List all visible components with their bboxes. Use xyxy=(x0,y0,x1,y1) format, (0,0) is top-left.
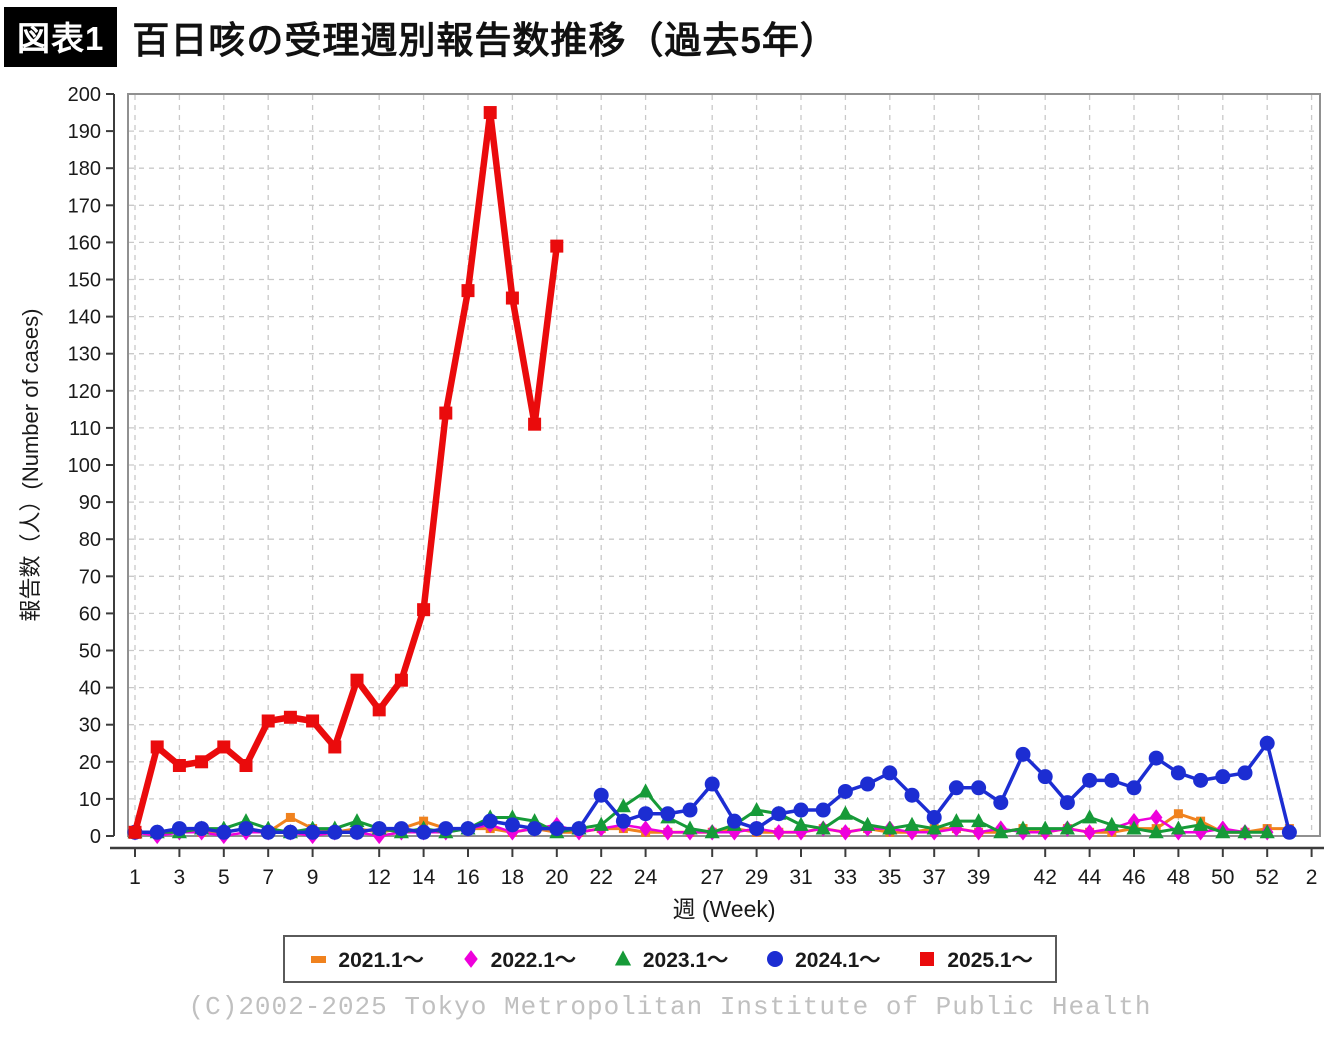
legend-label: 2021.1～ xyxy=(338,949,424,972)
x-tick-label: 24 xyxy=(634,866,658,889)
y-tick-label: 180 xyxy=(68,158,101,180)
legend-label: 2025.1～ xyxy=(947,949,1033,972)
axes: 0102030405060708090100110120130140150160… xyxy=(18,84,1324,922)
x-tick-label: 42 xyxy=(1034,866,1057,889)
y-tick-label: 30 xyxy=(79,715,101,737)
y-tick-label: 50 xyxy=(79,641,101,663)
legend-item-2023: 2023.1～ xyxy=(612,944,728,974)
legend-item-2025: 2025.1～ xyxy=(916,944,1033,974)
x-tick-label: 14 xyxy=(412,866,436,889)
x-tick-label: 3 xyxy=(174,866,186,889)
figure-label: 図表1 xyxy=(4,7,118,67)
y-tick-label: 200 xyxy=(68,84,101,106)
x-tick-label: 33 xyxy=(834,866,857,889)
y-tick-label: 0 xyxy=(90,826,101,848)
x-tick-label: 50 xyxy=(1211,866,1234,889)
x-tick-label: 22 xyxy=(590,866,613,889)
y-tick-label: 60 xyxy=(79,603,101,625)
y-tick-label: 20 xyxy=(79,752,101,774)
y-tick-label: 80 xyxy=(79,529,101,551)
legend-item-2024: 2024.1～ xyxy=(764,944,880,974)
x-tick-label: 5 xyxy=(218,866,230,889)
legend-item-2022: 2022.1～ xyxy=(460,944,576,974)
y-tick-label: 110 xyxy=(69,418,101,440)
y-tick-label: 130 xyxy=(68,344,101,366)
gridlines xyxy=(129,95,1319,835)
x-tick-label: 27 xyxy=(701,866,724,889)
x-tick-label: 29 xyxy=(745,866,768,889)
legend-marker-icon xyxy=(311,956,327,963)
y-tick-label: 100 xyxy=(68,455,101,477)
series-2025 xyxy=(128,106,564,839)
x-tick-label: 12 xyxy=(368,866,391,889)
y-tick-label: 10 xyxy=(79,789,101,811)
x-tick-label: 44 xyxy=(1078,866,1102,889)
y-tick-label: 140 xyxy=(68,307,101,329)
x-tick-label: 31 xyxy=(789,866,812,889)
y-tick-label: 120 xyxy=(68,381,101,403)
x-tick-label: 37 xyxy=(923,866,946,889)
copyright-text: (C)2002-2025 Tokyo Metropolitan Institut… xyxy=(188,992,1152,1022)
y-tick-label: 90 xyxy=(79,492,101,514)
legend-label: 2024.1～ xyxy=(795,949,881,972)
y-tick-label: 160 xyxy=(68,232,101,254)
legend-marker-icon xyxy=(614,950,631,966)
x-tick-label: 20 xyxy=(545,866,568,889)
y-tick-label: 190 xyxy=(68,121,101,143)
y-tick-label: 70 xyxy=(79,566,101,588)
x-tick-label: 46 xyxy=(1122,866,1145,889)
legend-marker-icon xyxy=(767,951,784,967)
y-tick-label: 170 xyxy=(68,195,101,217)
x-tick-label: 1 xyxy=(129,866,141,889)
x-tick-label: 48 xyxy=(1167,866,1190,889)
x-tick-label: 2 xyxy=(1306,866,1318,889)
x-tick-label: 9 xyxy=(307,866,319,889)
chart-area: 0 10 20 30 40 50 60 70 80 90 100 110 120 130 140 150 160… xyxy=(0,66,1340,1022)
page-title: 百日咳の受理週別報告数推移（過去5年） xyxy=(132,20,838,61)
y-tick-label: 150 xyxy=(68,270,101,292)
x-axis-title: 週 (Week) xyxy=(672,896,775,922)
x-tick-label: 52 xyxy=(1256,866,1279,889)
x-tick-label: 18 xyxy=(501,866,524,889)
legend-marker-icon xyxy=(463,950,478,968)
legend-label: 2023.1～ xyxy=(642,949,729,972)
legend-marker-icon xyxy=(920,952,935,966)
x-tick-label: 39 xyxy=(967,866,990,889)
y-tick-label: 40 xyxy=(79,678,101,700)
x-tick-label: 35 xyxy=(878,866,901,889)
x-tick-label: 7 xyxy=(262,866,274,889)
x-tick-label: 16 xyxy=(456,866,479,889)
chart-header: 図表1 百日咳の受理週別報告数推移（過去5年） xyxy=(0,0,1340,67)
y-axis-title: 報告数（人）(Number of cases) xyxy=(18,309,43,622)
chart-legend: 2021.1～ 2022.1～ 2023.1～ 2024.1～ 2025.1～ xyxy=(283,935,1057,983)
chart-canvas: 0102030405060708090100110120130140150160… xyxy=(18,84,1324,922)
legend-label: 2022.1～ xyxy=(490,949,576,972)
legend-item-2021: 2021.1～ xyxy=(307,944,424,974)
